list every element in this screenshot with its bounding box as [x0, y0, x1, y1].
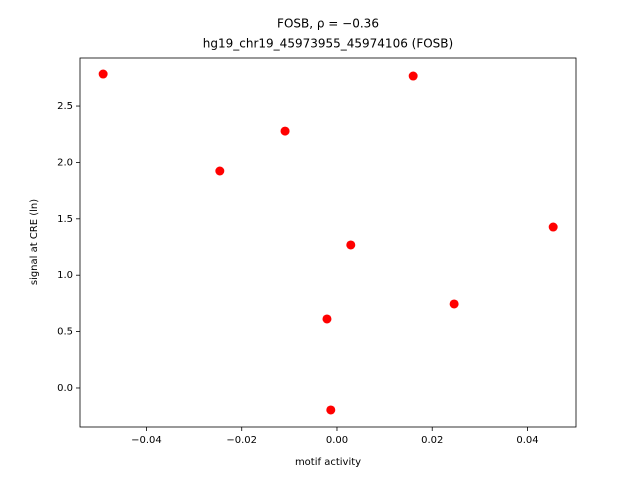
point [346, 240, 356, 250]
x-tick-label: −0.02 [226, 435, 257, 446]
y-tick-label: 0.5 [57, 327, 73, 338]
point [408, 71, 418, 81]
point [548, 222, 558, 232]
point [449, 299, 459, 309]
point [98, 69, 108, 79]
y-axis-label: signal at CRE (ln) [29, 199, 40, 285]
y-tick-label: 2.0 [57, 157, 73, 168]
plot-frame [79, 57, 577, 428]
x-tick-label: 0.02 [421, 435, 443, 446]
y-tick-label: 1.5 [57, 214, 73, 225]
chart-subtitle: hg19_chr19_45973955_45974106 (FOSB) [203, 37, 453, 51]
y-tick-label: 2.5 [57, 101, 73, 112]
x-tick-label: 0.00 [326, 435, 348, 446]
point [215, 166, 225, 176]
x-axis-label: motif activity [295, 457, 361, 468]
y-tick-label: 0.0 [57, 383, 73, 394]
point [322, 314, 332, 324]
x-tick-label: −0.04 [131, 435, 162, 446]
point [326, 405, 336, 415]
point [280, 126, 290, 136]
x-tick-label: 0.04 [516, 435, 538, 446]
chart-title: FOSB, ρ = −0.36 [277, 17, 379, 31]
y-tick-label: 1.0 [57, 270, 73, 281]
